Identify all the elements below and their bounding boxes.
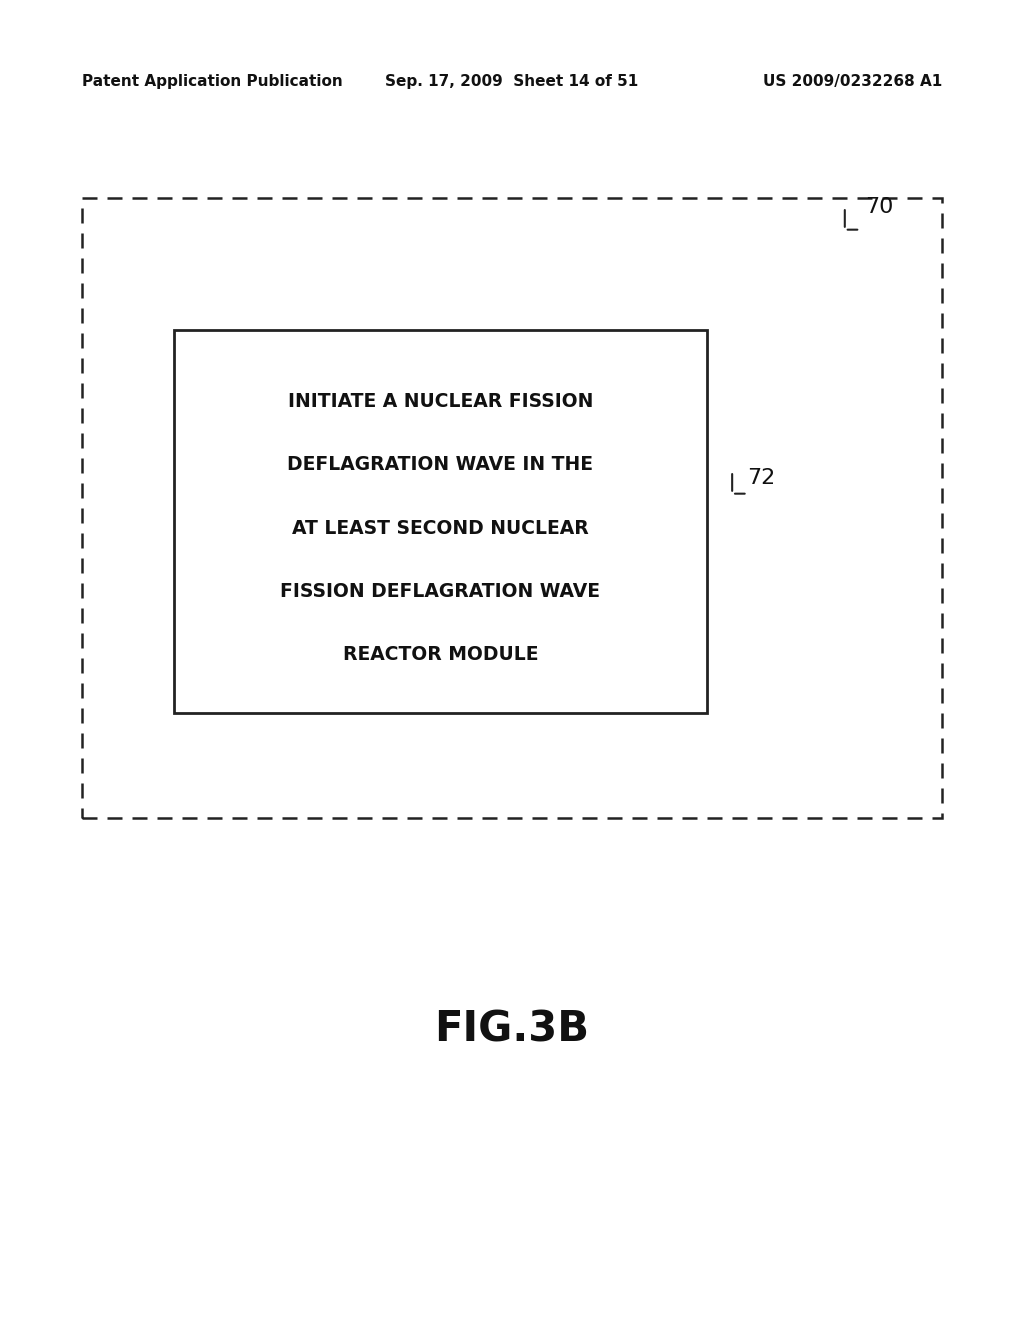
Text: 70: 70	[865, 197, 894, 218]
Text: INITIATE A NUCLEAR FISSION: INITIATE A NUCLEAR FISSION	[288, 392, 593, 411]
Text: 72: 72	[748, 467, 776, 488]
Text: FIG.3B: FIG.3B	[434, 1008, 590, 1051]
Text: DEFLAGRATION WAVE IN THE: DEFLAGRATION WAVE IN THE	[288, 455, 593, 474]
Text: REACTOR MODULE: REACTOR MODULE	[343, 645, 538, 664]
Text: AT LEAST SECOND NUCLEAR: AT LEAST SECOND NUCLEAR	[292, 519, 589, 537]
Text: FISSION DEFLAGRATION WAVE: FISSION DEFLAGRATION WAVE	[281, 582, 600, 601]
Text: Sep. 17, 2009  Sheet 14 of 51: Sep. 17, 2009 Sheet 14 of 51	[385, 74, 639, 90]
Text: Patent Application Publication: Patent Application Publication	[82, 74, 343, 90]
Text: US 2009/0232268 A1: US 2009/0232268 A1	[763, 74, 942, 90]
